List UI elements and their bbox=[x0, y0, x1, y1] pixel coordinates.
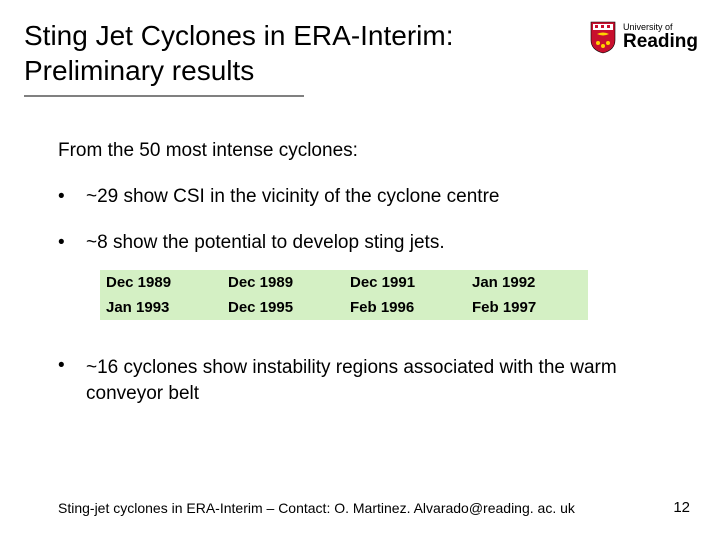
slide-title: Sting Jet Cyclones in ERA-Interim: Preli… bbox=[24, 18, 454, 88]
bullet-2-text: ~8 show the potential to develop sting j… bbox=[86, 232, 445, 254]
table-cell: Jan 1993 bbox=[100, 295, 222, 320]
table-cell: Dec 1989 bbox=[222, 270, 344, 295]
title-underline bbox=[24, 95, 304, 97]
bullet-dot: • bbox=[58, 232, 86, 254]
title-line-2: Preliminary results bbox=[24, 55, 254, 86]
table-cell: Feb 1997 bbox=[466, 295, 588, 320]
bullet-1: • ~29 show CSI in the vicinity of the cy… bbox=[58, 186, 499, 208]
bullet-dot: • bbox=[58, 355, 86, 377]
table-row: Dec 1989 Dec 1989 Dec 1991 Jan 1992 bbox=[100, 270, 588, 295]
bullet-3: • ~16 cyclones show instability regions … bbox=[58, 355, 648, 406]
intro-text: From the 50 most intense cyclones: bbox=[58, 140, 358, 162]
bullet-2: • ~8 show the potential to develop sting… bbox=[58, 232, 445, 254]
table-row: Jan 1993 Dec 1995 Feb 1996 Feb 1997 bbox=[100, 295, 588, 320]
shield-icon bbox=[589, 20, 617, 54]
logo-text: University of Reading bbox=[623, 23, 698, 51]
logo-name: Reading bbox=[623, 32, 698, 51]
title-line-1: Sting Jet Cyclones in ERA-Interim: bbox=[24, 20, 454, 51]
bullet-dot: • bbox=[58, 186, 86, 208]
table-cell: Dec 1995 bbox=[222, 295, 344, 320]
bullet-1-text: ~29 show CSI in the vicinity of the cycl… bbox=[86, 186, 499, 208]
page-number: 12 bbox=[673, 499, 690, 516]
footer-text: Sting-jet cyclones in ERA-Interim – Cont… bbox=[58, 500, 575, 516]
table-cell: Jan 1992 bbox=[466, 270, 588, 295]
university-logo: University of Reading bbox=[589, 20, 698, 54]
dates-table: Dec 1989 Dec 1989 Dec 1991 Jan 1992 Jan … bbox=[100, 270, 588, 320]
table-cell: Feb 1996 bbox=[344, 295, 466, 320]
table-cell: Dec 1991 bbox=[344, 270, 466, 295]
table-cell: Dec 1989 bbox=[100, 270, 222, 295]
bullet-3-text: ~16 cyclones show instability regions as… bbox=[86, 355, 648, 406]
